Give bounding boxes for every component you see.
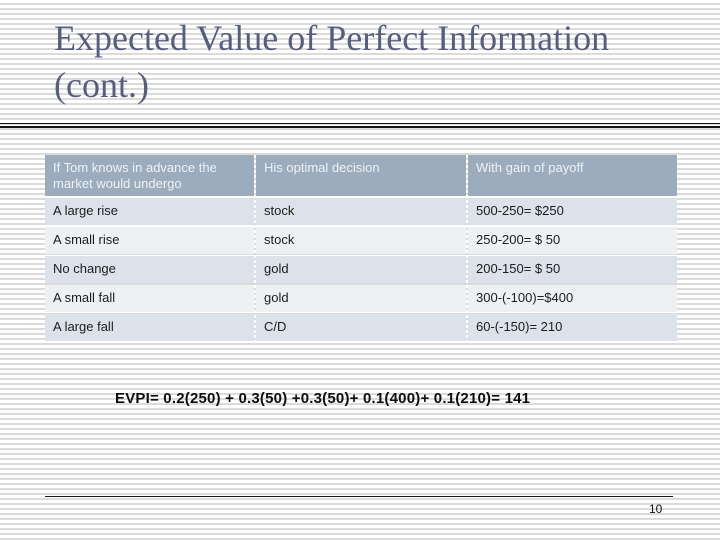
table-cell: 60-(-150)= 210: [468, 314, 677, 341]
table-cell: 500-250= $250: [468, 198, 677, 225]
page-number: 10: [649, 502, 663, 516]
table-header-cell: If Tom knows in advance the market would…: [45, 155, 254, 196]
table-cell: 300-(-100)=$400: [468, 285, 677, 312]
slide-title-line1: Expected Value of Perfect Information: [54, 18, 610, 58]
table-cell: stock: [256, 198, 466, 225]
table-cell: A large rise: [45, 198, 254, 225]
table-header-cell: His optimal decision: [256, 155, 466, 196]
evpi-formula: EVPI= 0.2(250) + 0.3(50) +0.3(50)+ 0.1(4…: [115, 390, 531, 407]
footer-rule: [45, 496, 673, 497]
table-cell: A large fall: [45, 314, 254, 341]
title-underline-thin: [0, 123, 720, 124]
table-cell: A small rise: [45, 227, 254, 254]
table-cell: A small fall: [45, 285, 254, 312]
table-cell: gold: [256, 285, 466, 312]
table-cell: 250-200= $ 50: [468, 227, 677, 254]
table-cell: gold: [256, 256, 466, 283]
table-cell: 200-150= $ 50: [468, 256, 677, 283]
decision-table: If Tom knows in advance the market would…: [45, 155, 677, 341]
table-cell: stock: [256, 227, 466, 254]
title-underline-thick: [0, 126, 720, 128]
slide-title-line2: (cont.): [54, 65, 149, 105]
table-cell: No change: [45, 256, 254, 283]
slide-title: Expected Value of Perfect Information (c…: [54, 15, 714, 109]
table-cell: C/D: [256, 314, 466, 341]
table-header-cell: With gain of payoff: [468, 155, 677, 196]
